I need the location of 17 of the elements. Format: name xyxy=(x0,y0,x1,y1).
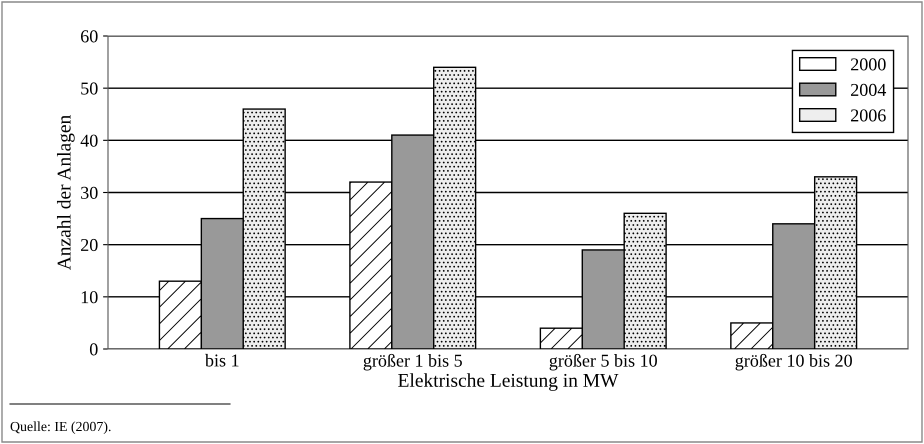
y-tick-label: 0 xyxy=(90,343,98,356)
x-tick-label: größer 1 bis 5 xyxy=(364,354,462,370)
x-axis-title: Elektrische Leistung in MW xyxy=(398,373,618,391)
y-tick-label: 60 xyxy=(81,30,98,42)
y-tick-label: 40 xyxy=(80,134,98,147)
source-note: Quelle: IE (2007). xyxy=(10,421,111,434)
x-tick-label: bis 1 xyxy=(204,354,239,367)
legend-label: 2000 xyxy=(851,58,886,70)
y-tick-label: 10 xyxy=(82,291,98,304)
y-tick-label: 30 xyxy=(81,186,98,199)
x-tick-label: größer 5 bis 10 xyxy=(550,354,657,370)
legend-label: 2006 xyxy=(851,109,886,122)
y-tick-label: 20 xyxy=(81,238,98,252)
x-tick-label: größer 10 bis 20 xyxy=(736,354,852,370)
legend-label: 2004 xyxy=(851,84,886,96)
y-axis-title: Anzahl der Anlagen xyxy=(56,115,75,270)
y-tick-label: 50 xyxy=(81,82,98,95)
